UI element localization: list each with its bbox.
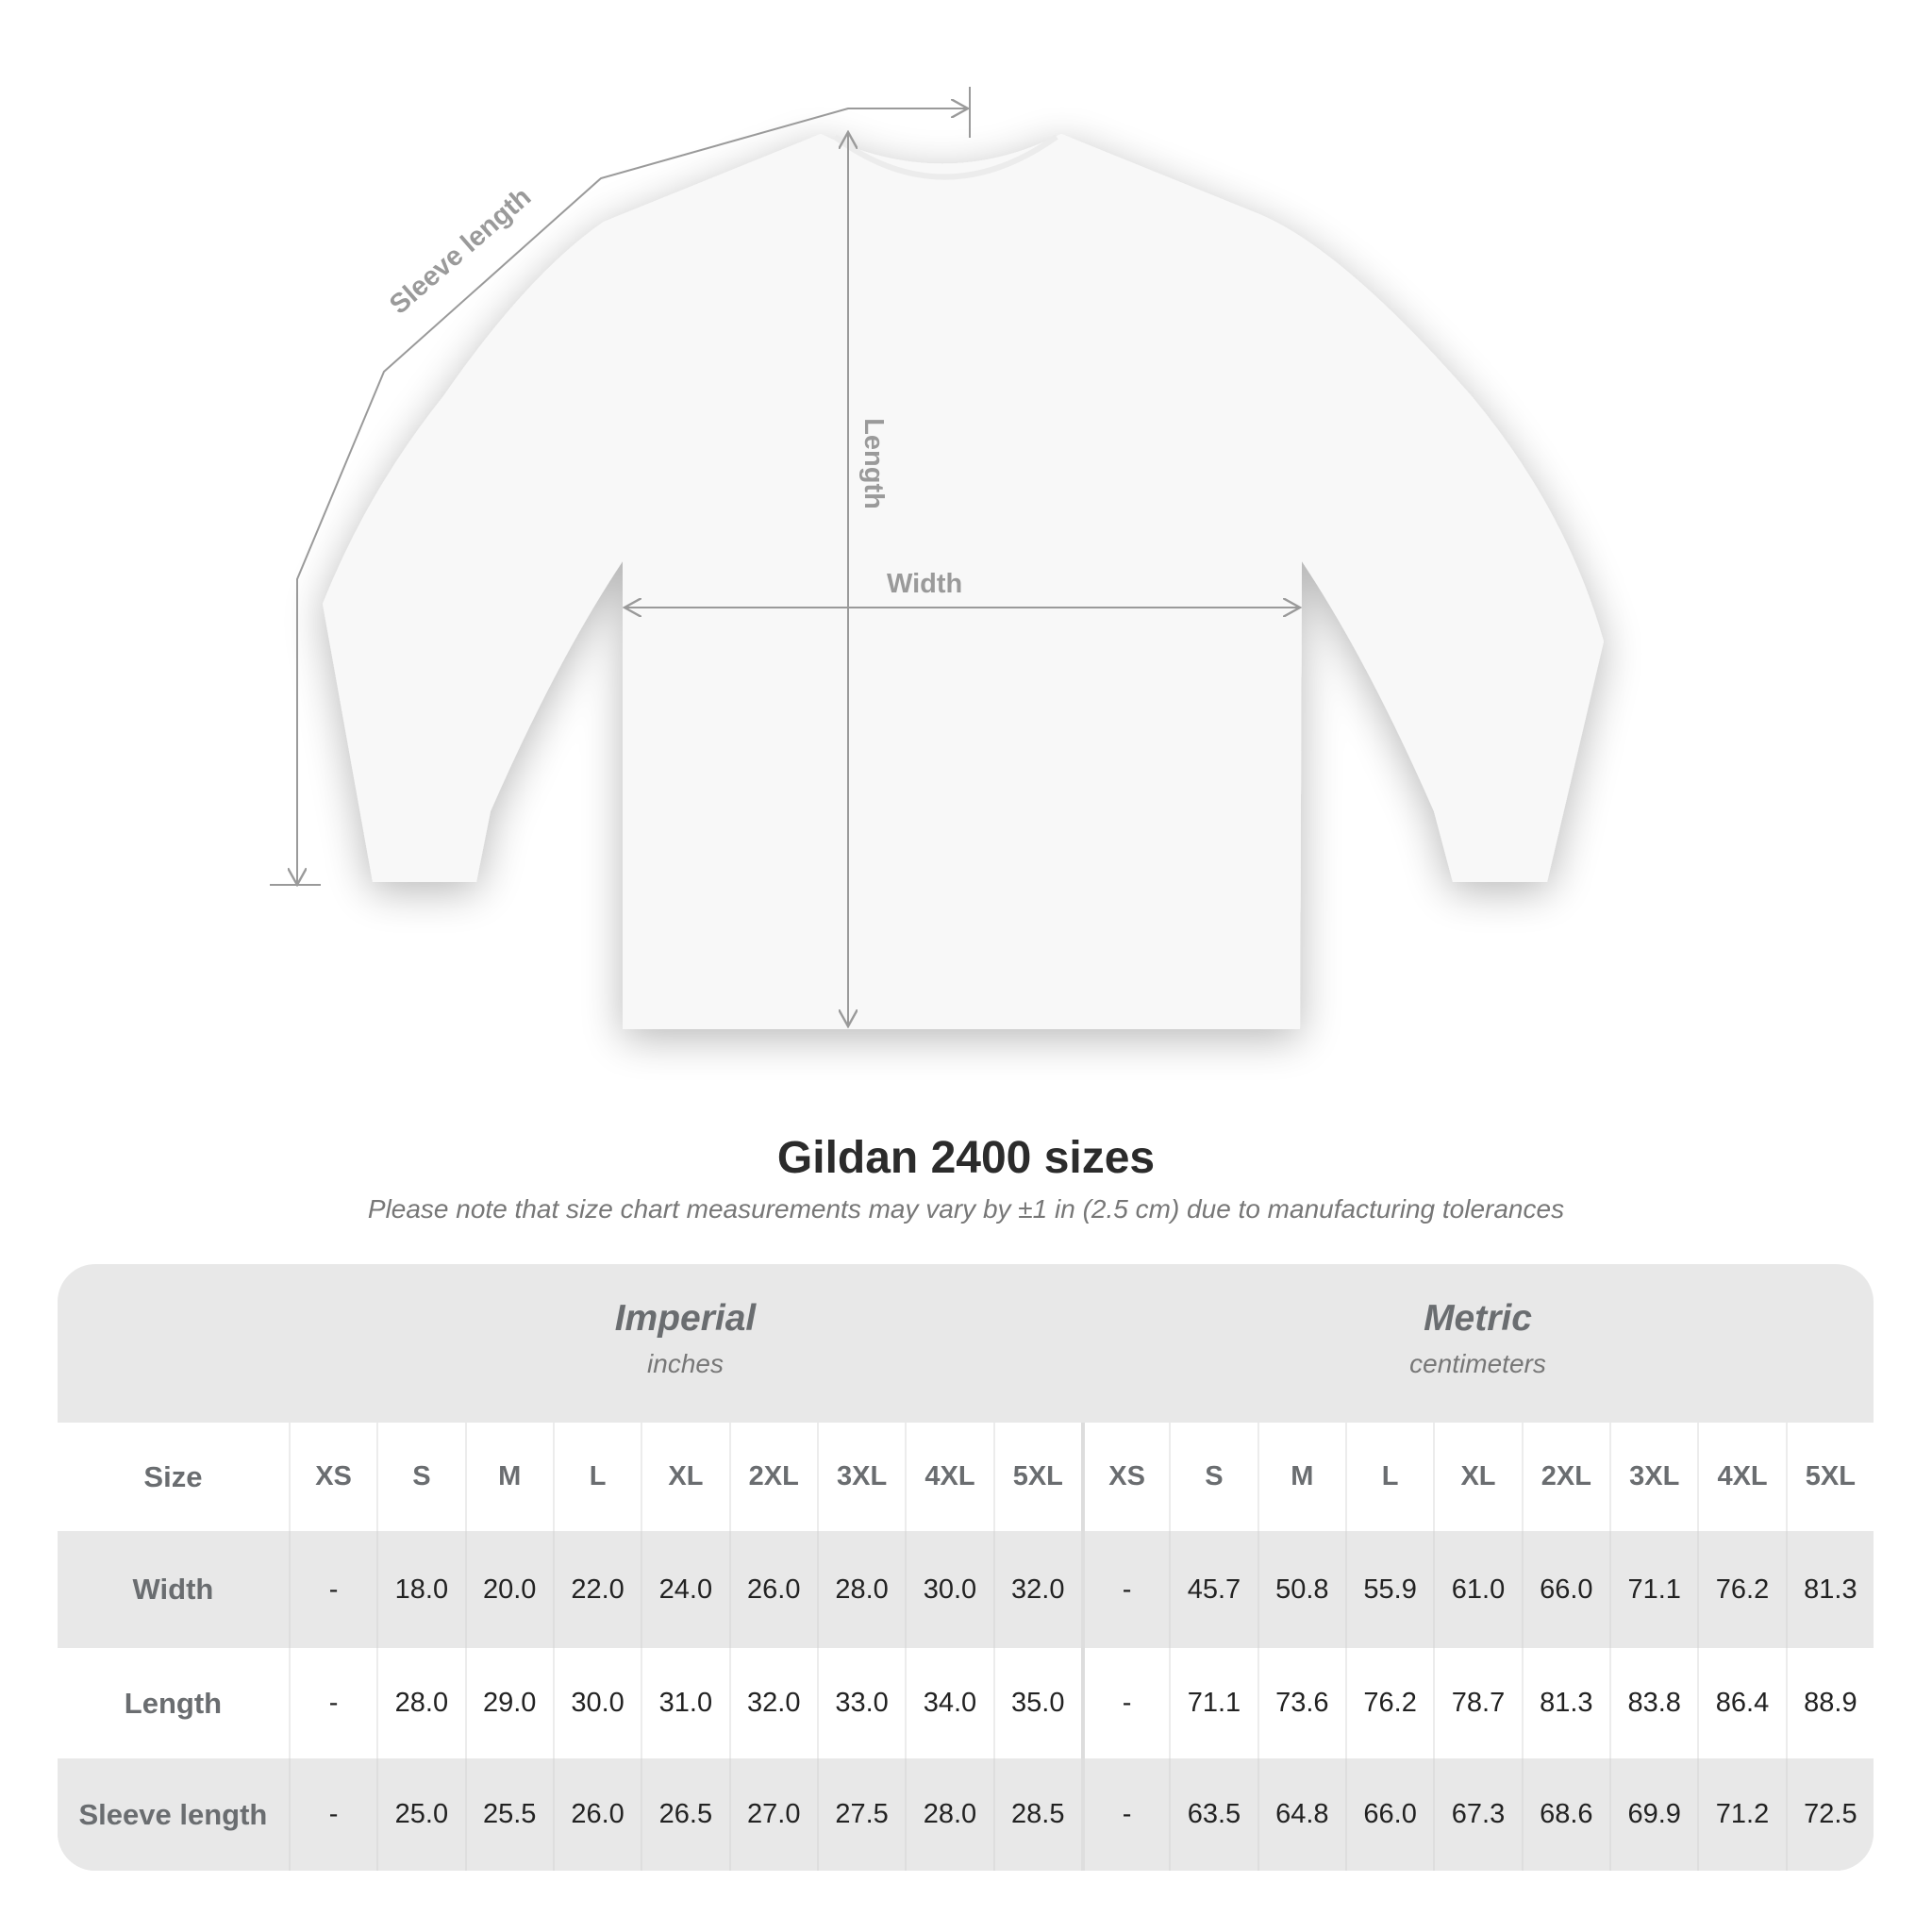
value-cell: 68.6: [1521, 1758, 1609, 1871]
value-cell: 25.5: [464, 1758, 553, 1871]
value-cell: 72.5: [1785, 1758, 1874, 1871]
value-cell: 88.9: [1785, 1648, 1874, 1758]
value-cell: 71.1: [1169, 1648, 1257, 1758]
value-cell: 18.0: [376, 1531, 464, 1648]
size-cell: XL: [641, 1423, 728, 1531]
metric-unit: centimeters: [1409, 1349, 1546, 1378]
value-cell: -: [1080, 1758, 1169, 1871]
size-cell: 5XL: [992, 1423, 1081, 1531]
value-cell: 29.0: [464, 1648, 553, 1758]
size-cell: M: [464, 1423, 553, 1531]
size-cell: 3XL: [1609, 1423, 1697, 1531]
size-cell: S: [1169, 1423, 1257, 1531]
value-cell: 73.6: [1257, 1648, 1345, 1758]
size-table: Imperial inches Metric centimeters Size X…: [58, 1264, 1874, 1871]
value-cell: 25.0: [376, 1758, 464, 1871]
metric-header: Metric centimeters: [1082, 1264, 1874, 1423]
value-cell: 64.8: [1257, 1758, 1345, 1871]
value-cell: 32.0: [992, 1531, 1081, 1648]
value-cell: 50.8: [1257, 1531, 1345, 1648]
size-cell: 2XL: [728, 1423, 817, 1531]
value-cell: 28.0: [816, 1531, 905, 1648]
value-cell: 78.7: [1433, 1648, 1521, 1758]
value-cell: -: [288, 1648, 376, 1758]
value-cell: 76.2: [1697, 1531, 1785, 1648]
value-cell: 32.0: [728, 1648, 817, 1758]
size-cell: L: [1344, 1423, 1433, 1531]
value-cell: 33.0: [816, 1648, 905, 1758]
row-label: Width: [132, 1573, 214, 1606]
value-cell: 81.3: [1785, 1531, 1874, 1648]
value-cell: 71.2: [1697, 1758, 1785, 1871]
length-label: Length: [858, 418, 889, 509]
imperial-unit: inches: [647, 1349, 724, 1378]
size-cell: 2XL: [1521, 1423, 1609, 1531]
tolerance-note: Please note that size chart measurements…: [367, 1194, 1565, 1224]
imperial-header: Imperial inches: [289, 1264, 1082, 1423]
value-cell: -: [288, 1758, 376, 1871]
size-cell: M: [1257, 1423, 1345, 1531]
value-cell: 81.3: [1521, 1648, 1609, 1758]
shirt-body: [323, 134, 1604, 1029]
table-row: Length -28.0 29.0 30.0 31.0 32.0 33.0 34.0 35.0-…: [58, 1648, 1874, 1758]
value-cell: 66.0: [1344, 1758, 1433, 1871]
value-cell: -: [1080, 1648, 1169, 1758]
value-cell: -: [288, 1531, 376, 1648]
table-row: Width -18.0 20.0 22.0 24.0 26.0 28.0 30.0 32.0-4…: [58, 1531, 1874, 1648]
width-label: Width: [887, 569, 963, 599]
value-cell: 31.0: [641, 1648, 728, 1758]
value-cell: 76.2: [1344, 1648, 1433, 1758]
row-label: Sleeve length: [78, 1797, 268, 1831]
size-cell: XS: [1080, 1423, 1169, 1531]
value-cell: 28.0: [376, 1648, 464, 1758]
value-cell: 55.9: [1344, 1531, 1433, 1648]
imperial-label: Imperial: [614, 1298, 757, 1339]
value-cell: 35.0: [992, 1648, 1081, 1758]
row-label: Size: [143, 1459, 203, 1493]
value-cell: 67.3: [1433, 1758, 1521, 1871]
value-cell: 27.0: [728, 1758, 817, 1871]
value-cell: 30.0: [905, 1531, 992, 1648]
size-cell: XL: [1433, 1423, 1521, 1531]
shirt-illustration: [270, 87, 1604, 1029]
value-cell: 26.5: [641, 1758, 728, 1871]
value-cell: 71.1: [1609, 1531, 1697, 1648]
metric-label: Metric: [1424, 1298, 1532, 1339]
size-cell: XS: [288, 1423, 376, 1531]
size-cell: 5XL: [1785, 1423, 1874, 1531]
value-cell: 26.0: [728, 1531, 817, 1648]
value-cell: 86.4: [1697, 1648, 1785, 1758]
row-label: Length: [124, 1686, 223, 1720]
value-cell: 24.0: [641, 1531, 728, 1648]
sleeve-length-line: [297, 108, 968, 885]
value-cell: 66.0: [1521, 1531, 1609, 1648]
size-cell: S: [376, 1423, 464, 1531]
value-cell: 30.0: [552, 1648, 641, 1758]
value-cell: 27.5: [816, 1758, 905, 1871]
size-cell: 4XL: [1697, 1423, 1785, 1531]
table-row: Sleeve length -25.0 25.5 26.0 26.5 27.0 27.5 28…: [58, 1758, 1874, 1871]
page-title: Gildan 2400 sizes: [776, 1133, 1156, 1183]
value-cell: 45.7: [1169, 1531, 1257, 1648]
value-cell: 20.0: [464, 1531, 553, 1648]
value-cell: 83.8: [1609, 1648, 1697, 1758]
value-cell: 28.5: [992, 1758, 1081, 1871]
value-cell: 26.0: [552, 1758, 641, 1871]
value-cell: -: [1080, 1531, 1169, 1648]
size-cell: L: [552, 1423, 641, 1531]
value-cell: 22.0: [552, 1531, 641, 1648]
size-cell: 4XL: [905, 1423, 992, 1531]
size-header-row: Size XS S M L XL 2XL 3XL 4XL 5XL XS S M L XL 2XL 3XL 4XL 5…: [58, 1423, 1874, 1531]
size-cell: 3XL: [816, 1423, 905, 1531]
value-cell: 61.0: [1433, 1531, 1521, 1648]
value-cell: 63.5: [1169, 1758, 1257, 1871]
value-cell: 69.9: [1609, 1758, 1697, 1871]
value-cell: 28.0: [905, 1758, 992, 1871]
value-cell: 34.0: [905, 1648, 992, 1758]
